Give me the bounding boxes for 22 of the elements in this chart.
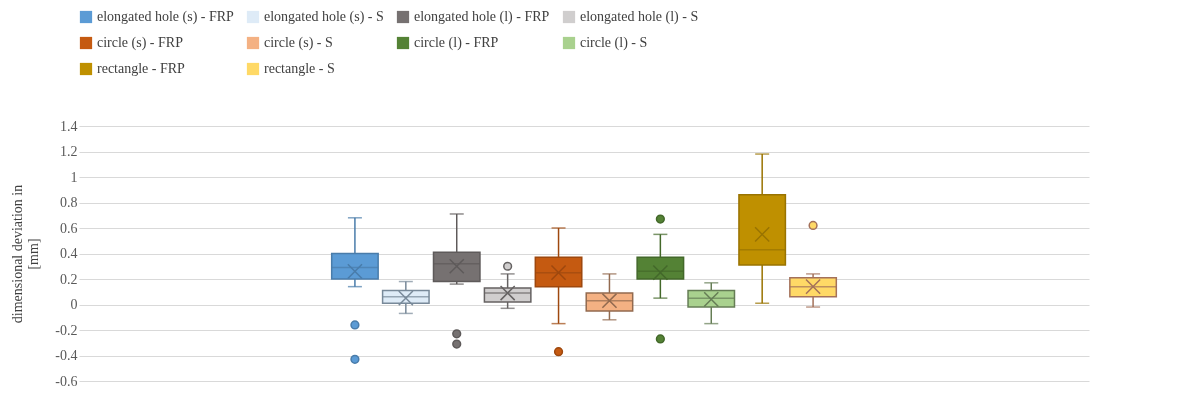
legend-label: circle (l) - S [580,35,648,51]
y-tick-label: 0.4 [60,246,78,261]
legend-label: circle (s) - S [264,35,333,51]
y-tick-label: 0.8 [60,195,78,210]
y-tick-label: 1.2 [60,144,78,159]
legend-label: elongated hole (l) - FRP [414,9,550,25]
legend-label: elongated hole (l) - S [580,9,699,25]
y-tick-label: 1.4 [60,118,78,134]
y-tick-label: 1 [70,169,78,185]
legend-label: elongated hole (s) - FRP [97,9,235,25]
y-tick-label: -0.6 [55,373,78,389]
y-tick-label: 0.2 [60,271,78,287]
y-tick-label: 0 [70,297,78,312]
legend-label: circle (s) - FRP [97,35,184,51]
legend-label: rectangle - FRP [97,61,186,76]
y-tick-label: -0.2 [55,322,78,338]
legend-label: circle (l) - FRP [414,35,499,51]
y-axis-title: dimensional deviation in [mm] [10,184,42,324]
y-tick-label: -0.4 [55,348,78,363]
legend-label: elongated hole (s) - S [264,9,384,25]
y-tick-label: 0.6 [60,220,78,236]
legend-label: rectangle - S [264,61,335,76]
